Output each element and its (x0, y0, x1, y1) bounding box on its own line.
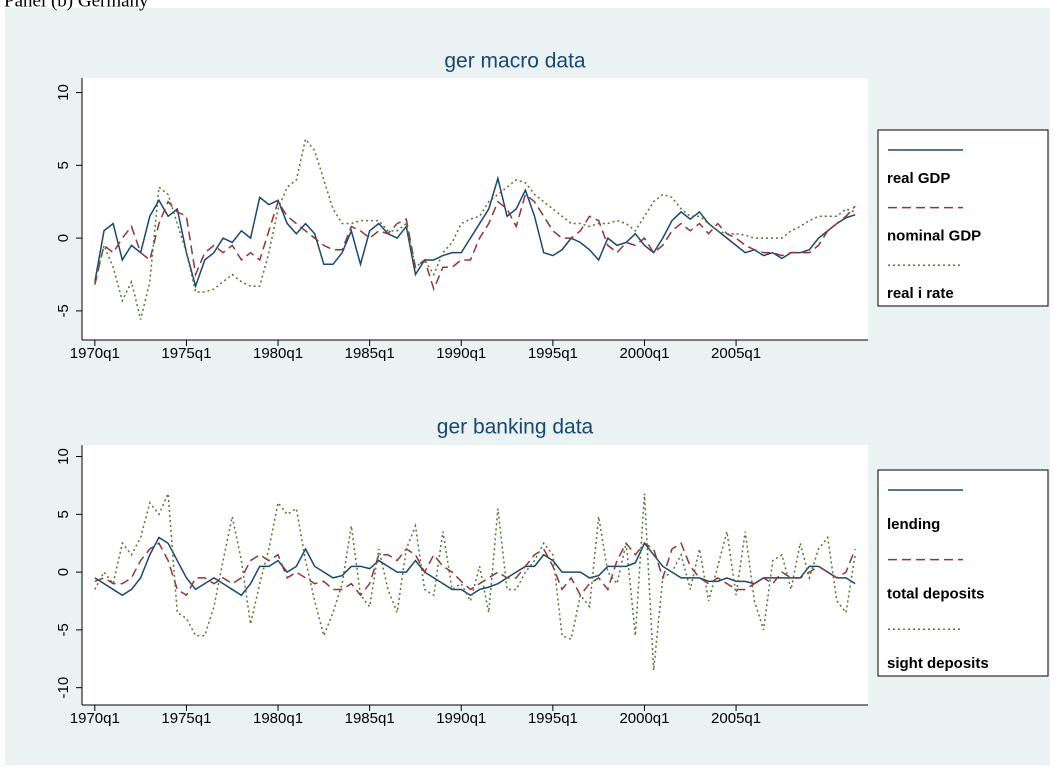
y-tick-label: 10 (55, 84, 72, 101)
y-tick-label: -5 (55, 623, 72, 636)
x-tick-label: 1970q1 (70, 345, 120, 362)
chart-title: ger banking data (437, 416, 594, 439)
series-line (94, 137, 856, 320)
legend-label: nominal GDP (887, 227, 981, 244)
y-tick-label: -10 (55, 677, 72, 699)
plot-region (82, 78, 868, 340)
x-tick-label: 1985q1 (345, 345, 395, 362)
x-tick-label: 1990q1 (436, 710, 486, 727)
y-tick-label: 5 (55, 510, 72, 518)
caption: Panel (b) Germany (4, 0, 149, 11)
x-tick-label: 1975q1 (161, 710, 211, 727)
x-tick-label: 1980q1 (253, 345, 303, 362)
y-tick-label: 5 (55, 161, 72, 169)
x-tick-label: 1995q1 (528, 710, 578, 727)
x-tick-label: 1975q1 (161, 345, 211, 362)
x-tick-label: 1985q1 (345, 710, 395, 727)
x-tick-label: 1970q1 (70, 710, 120, 727)
series-line (94, 541, 856, 597)
plot-region (82, 445, 868, 705)
x-tick-label: 2005q1 (711, 710, 761, 727)
series-line (94, 175, 856, 289)
chart-title: ger macro data (444, 50, 586, 73)
legend-label: total deposits (887, 585, 985, 602)
legend-label: lending (887, 516, 940, 533)
x-tick-label: 2000q1 (619, 710, 669, 727)
y-tick-label: -5 (55, 304, 72, 317)
y-tick-label: 0 (55, 234, 72, 242)
x-tick-label: 2005q1 (711, 345, 761, 362)
legend-label: sight deposits (887, 655, 989, 672)
legend-box (877, 129, 1049, 307)
x-tick-label: 1980q1 (253, 710, 303, 727)
legend-box (877, 469, 1049, 677)
legend-label: real GDP (887, 170, 950, 187)
legend-label: real i rate (887, 285, 954, 302)
y-tick-label: 0 (55, 568, 72, 576)
y-tick-label: 10 (55, 448, 72, 465)
series-line (94, 536, 856, 597)
x-tick-label: 1995q1 (528, 345, 578, 362)
x-tick-label: 1990q1 (436, 345, 486, 362)
x-tick-label: 2000q1 (619, 345, 669, 362)
